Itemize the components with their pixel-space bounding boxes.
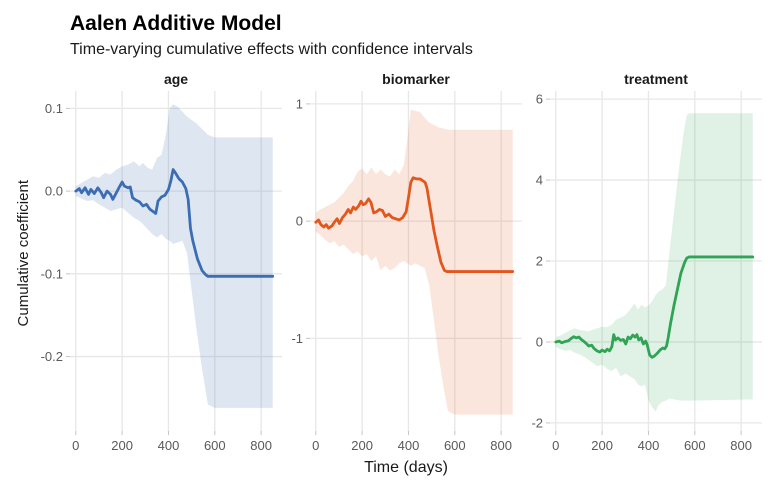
x-tick-label: 200 — [351, 438, 373, 453]
y-tick-label: -1 — [291, 331, 303, 346]
x-tick-label: 800 — [490, 438, 512, 453]
confidence-band — [75, 104, 273, 409]
y-tick-label: -0.2 — [41, 349, 63, 364]
age-plot: 0.1 0.0 -0.1 -0.2 0 200 400 600 800 — [41, 91, 282, 453]
treatment-plot: 6 4 2 0 -2 0 200 400 600 800 — [531, 91, 762, 453]
facet-row: age 0.1 0.0 -0.1 -0.2 0 200 400 600 800 biomarke… — [38, 69, 762, 457]
y-tick-label: 6 — [536, 92, 543, 107]
chart-header: Aalen Additive Model Time-varying cumula… — [8, 12, 768, 59]
y-tick-label: 0 — [296, 214, 303, 229]
facet-strip-treatment: treatment — [624, 71, 688, 88]
x-tick-label: 0 — [312, 438, 319, 453]
y-tick-label: -2 — [531, 416, 543, 431]
y-tick-label: 4 — [536, 173, 543, 188]
x-tick-label: 600 — [444, 438, 466, 453]
coefficient-line — [554, 255, 755, 360]
y-axis-title: Cumulative coefficient — [8, 69, 38, 457]
coefficient-line — [314, 176, 515, 274]
x-tick-label: 400 — [638, 438, 660, 453]
y-tick-label: 2 — [536, 254, 543, 269]
y-tick-label: 0.1 — [45, 101, 63, 116]
x-tick-label: 800 — [730, 438, 752, 453]
x-tick-label: 200 — [111, 438, 133, 453]
coefficient-line — [74, 168, 275, 279]
x-tick-label: 200 — [591, 438, 613, 453]
y-axis-title-text: Cumulative coefficient — [14, 180, 32, 327]
facet-biomarker: biomarker 1 0 -1 0 200 400 600 800 — [288, 69, 522, 457]
confidence-band — [555, 113, 753, 412]
facet-age: age 0.1 0.0 -0.1 -0.2 0 200 400 600 800 — [38, 69, 282, 457]
chart-subtitle: Time-varying cumulative effects with con… — [70, 41, 473, 59]
x-tick-label: 0 — [72, 438, 79, 453]
x-tick-label: 400 — [398, 438, 420, 453]
facet-strip-biomarker: biomarker — [382, 71, 450, 88]
x-axis-title: Time (days) — [364, 459, 448, 477]
chart-area: Cumulative coefficient age 0.1 0.0 -0.1 -0.… — [8, 69, 768, 457]
confidence-band — [315, 110, 513, 415]
x-tick-label: 600 — [204, 438, 226, 453]
biomarker-plot: 1 0 -1 0 200 400 600 800 — [291, 91, 522, 453]
facet-treatment: treatment 6 4 2 0 -2 0 200 400 600 800 — [528, 69, 762, 457]
y-tick-label: 0.0 — [45, 184, 63, 199]
x-tick-label: 800 — [250, 438, 272, 453]
y-tick-label: -0.1 — [41, 267, 63, 282]
x-tick-label: 0 — [552, 438, 559, 453]
y-tick-label: 0 — [536, 335, 543, 350]
facet-strip-age: age — [163, 71, 189, 88]
y-tick-label: 1 — [296, 97, 303, 112]
x-tick-label: 400 — [158, 438, 180, 453]
chart-title: Aalen Additive Model — [70, 12, 282, 35]
x-tick-label: 600 — [684, 438, 706, 453]
